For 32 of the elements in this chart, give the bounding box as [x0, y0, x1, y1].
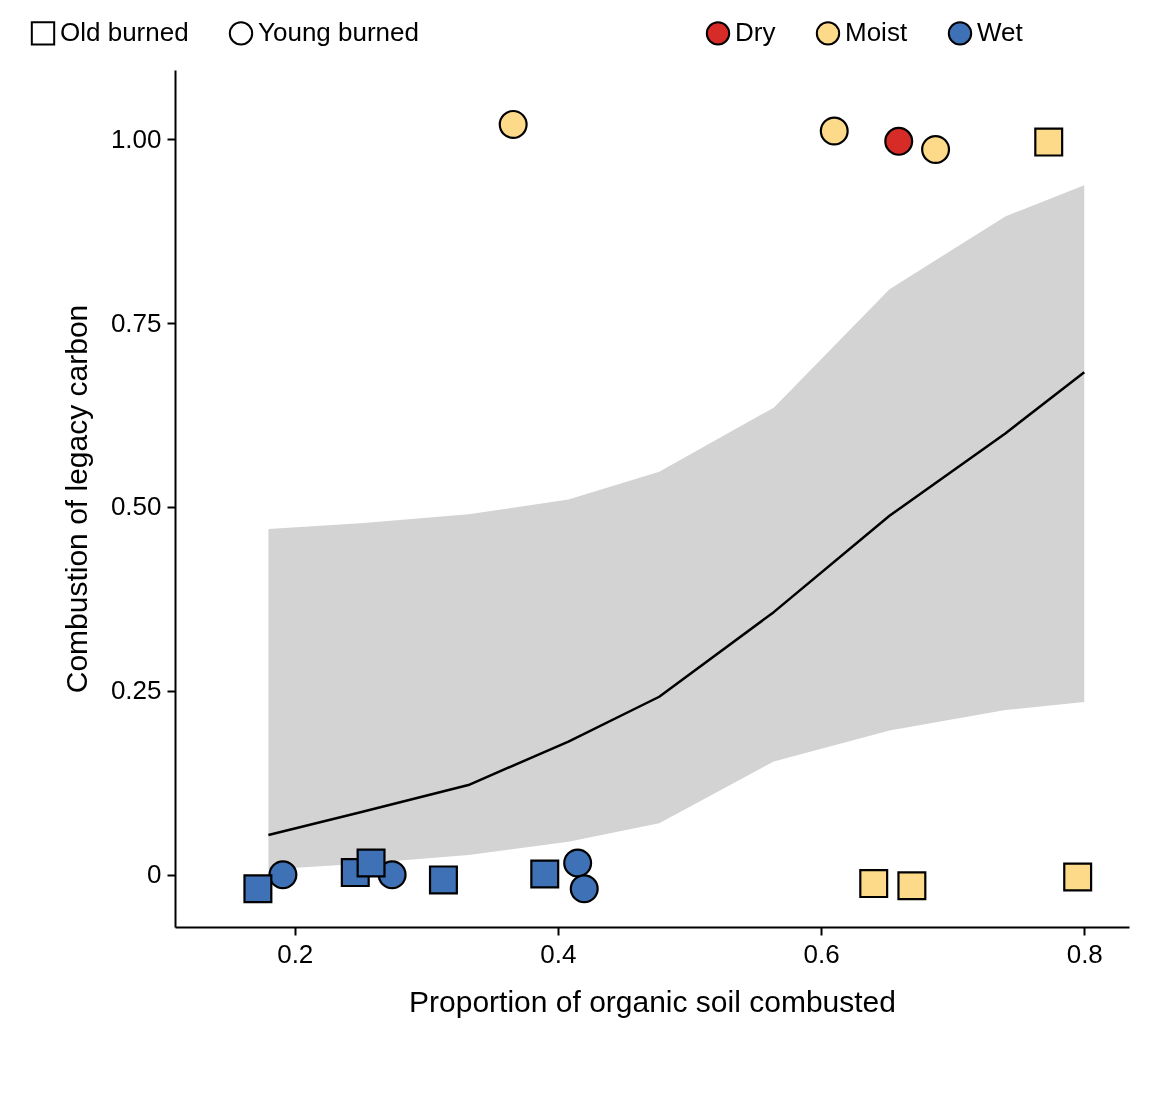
point: [563, 848, 593, 878]
x-tick-label: 0.8: [1066, 938, 1103, 969]
legend-label: Dry: [735, 17, 776, 48]
y-tick-label: 0.50: [110, 491, 162, 522]
line-series: [267, 371, 1086, 837]
point: [1034, 127, 1064, 157]
y-tick-label: 0.25: [110, 675, 162, 706]
point: [1063, 862, 1093, 892]
point: [897, 871, 927, 901]
y-tick-label: 0.75: [110, 307, 162, 338]
y-axis-title: Combustion of legacy carbon: [59, 304, 93, 694]
point: [921, 134, 951, 164]
point: [819, 116, 849, 146]
legend-label: Wet: [977, 17, 1024, 48]
x-tick-label: 0.2: [277, 938, 314, 969]
x-axis-title: Proportion of organic soil combusted: [409, 984, 896, 1018]
text: Young burned: [258, 17, 419, 48]
x-tick-label: 0.4: [540, 938, 577, 969]
y-tick-label: 0: [147, 859, 162, 890]
text: Old burned: [60, 17, 189, 48]
point: [243, 874, 273, 904]
point: [498, 109, 528, 139]
legend-label: Moist: [845, 17, 908, 48]
y-tick-label: 1.00: [110, 123, 162, 154]
point: [859, 869, 889, 899]
point: [569, 874, 599, 904]
point: [428, 865, 458, 895]
x-tick-label: 0.6: [803, 938, 840, 969]
point: [884, 126, 914, 156]
point: [356, 848, 386, 878]
point: [530, 859, 560, 889]
point: [268, 860, 298, 890]
